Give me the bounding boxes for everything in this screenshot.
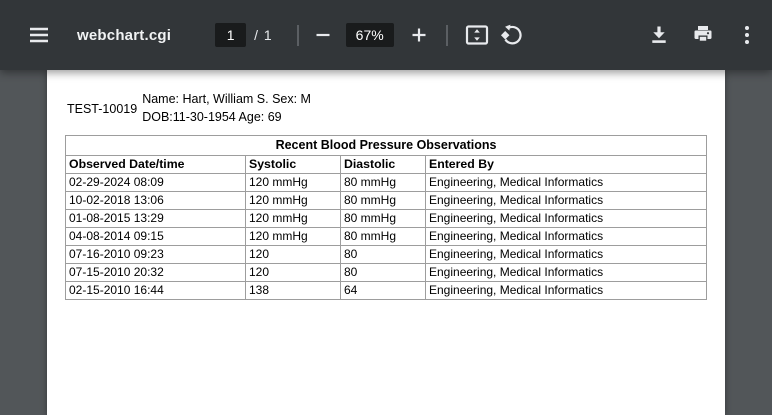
rotate-icon: [499, 23, 525, 47]
table-cell: 07-15-2010 20:32: [66, 264, 246, 282]
pdf-page: TEST-10019 Name: Hart, William S. Sex: M…: [47, 70, 725, 415]
table-cell: 120 mmHg: [246, 192, 341, 210]
fit-page-icon: [464, 23, 490, 47]
table-title: Recent Blood Pressure Observations: [66, 136, 707, 156]
table-cell: Engineering, Medical Informatics: [426, 228, 707, 246]
table-title-row: Recent Blood Pressure Observations: [66, 136, 707, 156]
print-icon: [691, 23, 715, 47]
table-cell: 07-16-2010 09:23: [66, 246, 246, 264]
table-cell: 02-29-2024 08:09: [66, 174, 246, 192]
table-cell: 10-02-2018 13:06: [66, 192, 246, 210]
table-cell: 80: [341, 264, 426, 282]
table-cell: Engineering, Medical Informatics: [426, 210, 707, 228]
print-button[interactable]: [690, 22, 716, 48]
table-cell: 120: [246, 264, 341, 282]
zoom-level-value: 67%: [356, 27, 384, 43]
kebab-menu-icon: [735, 23, 759, 47]
zoom-level-box[interactable]: 67%: [346, 23, 394, 47]
zoom-in-button[interactable]: [406, 22, 432, 48]
table-cell: Engineering, Medical Informatics: [426, 282, 707, 300]
menu-button[interactable]: [26, 22, 52, 48]
table-cell: 80 mmHg: [341, 210, 426, 228]
table-cell: 80: [341, 246, 426, 264]
table-cell: Engineering, Medical Informatics: [426, 246, 707, 264]
page-count-label: / 1: [254, 27, 273, 43]
download-icon: [647, 23, 671, 47]
column-header: Entered By: [426, 156, 707, 174]
fit-to-page-button[interactable]: [464, 22, 490, 48]
patient-name-line: Name: Hart, William S. Sex: M: [142, 91, 311, 109]
hamburger-icon: [27, 23, 51, 47]
patient-header: TEST-10019 Name: Hart, William S. Sex: M…: [67, 91, 311, 126]
toolbar-divider: [446, 25, 448, 46]
table-cell: 138: [246, 282, 341, 300]
rotate-button[interactable]: [499, 22, 525, 48]
table-cell: 64: [341, 282, 426, 300]
table-cell: Engineering, Medical Informatics: [426, 192, 707, 210]
minus-icon: [312, 24, 334, 46]
table-cell: 120 mmHg: [246, 174, 341, 192]
column-header: Diastolic: [341, 156, 426, 174]
pdf-canvas[interactable]: TEST-10019 Name: Hart, William S. Sex: M…: [0, 70, 772, 410]
table-cell: 02-15-2010 16:44: [66, 282, 246, 300]
table-cell: 120 mmHg: [246, 210, 341, 228]
table-cell: 120 mmHg: [246, 228, 341, 246]
plus-icon: [408, 24, 430, 46]
table-cell: 04-08-2014 09:15: [66, 228, 246, 246]
pdf-viewer-toolbar: webchart.cgi / 1 67%: [0, 0, 772, 70]
more-options-button[interactable]: [734, 22, 760, 48]
column-header: Systolic: [246, 156, 341, 174]
table-cell: 01-08-2015 13:29: [66, 210, 246, 228]
download-button[interactable]: [646, 22, 672, 48]
table-cell: 120: [246, 246, 341, 264]
patient-id: TEST-10019: [67, 102, 137, 116]
page-number-input[interactable]: [215, 23, 246, 47]
table-cell: 80 mmHg: [341, 174, 426, 192]
page-controls: / 1: [215, 23, 273, 47]
table-cell: Engineering, Medical Informatics: [426, 174, 707, 192]
zoom-out-button[interactable]: [310, 22, 336, 48]
table-cell: Engineering, Medical Informatics: [426, 264, 707, 282]
table-cell: 80 mmHg: [341, 192, 426, 210]
table-cell: 80 mmHg: [341, 228, 426, 246]
toolbar-divider: [297, 25, 299, 46]
patient-dob-line: DOB:11-30-1954 Age: 69: [142, 109, 311, 127]
column-header: Observed Date/time: [66, 156, 246, 174]
document-title: webchart.cgi: [77, 27, 171, 44]
